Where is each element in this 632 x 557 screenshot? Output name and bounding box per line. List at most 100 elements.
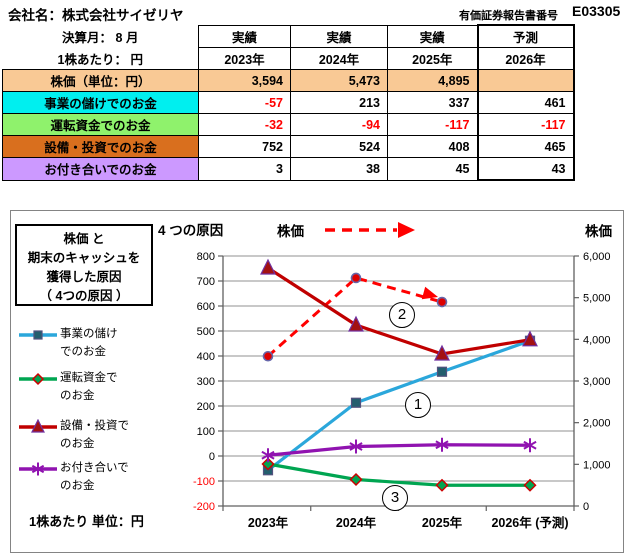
cell-value: -94: [290, 113, 388, 136]
svg-text:100: 100: [197, 426, 215, 438]
cell-value: 465: [476, 135, 575, 158]
legend-item-working-capital: 運転資金で のお金: [19, 369, 184, 405]
year-header: 2024年: [290, 47, 388, 70]
cell-value: 461: [476, 91, 575, 114]
svg-text:0: 0: [583, 501, 589, 513]
svg-text:-100: -100: [193, 476, 215, 488]
row-label: 株価（単位：円）: [2, 69, 199, 92]
stock-price-legend-label: 株価: [277, 224, 304, 239]
chart-title: 4 つの原因: [158, 223, 224, 238]
svg-text:2024年: 2024年: [336, 515, 377, 530]
circled-annotation-3: 3: [382, 485, 408, 511]
legend-label: でのお金: [60, 346, 106, 358]
securities-report-number: E03305: [572, 3, 621, 19]
cell-value: 3,594: [198, 69, 291, 92]
legend-label: 設備・投資で: [60, 420, 129, 432]
securities-report-label: 有価証券報告書番号: [459, 10, 558, 22]
legend-swatch-line-asterisk-icon: [19, 462, 57, 476]
cell-value: 4,895: [387, 69, 478, 92]
table-row-working-capital: 運転資金でのお金 -32 -94 -117 -117: [2, 113, 575, 136]
row-label: 事業の儲けでのお金: [2, 91, 199, 114]
svg-text:600: 600: [197, 301, 215, 313]
svg-text:3,000: 3,000: [583, 376, 611, 388]
cell-value: 5,473: [290, 69, 388, 92]
svg-text:500: 500: [197, 326, 215, 338]
svg-text:6,000: 6,000: [583, 251, 611, 263]
svg-text:-200: -200: [193, 501, 215, 513]
cell-value: 408: [387, 135, 478, 158]
circled-annotation-1: 1: [405, 392, 431, 418]
legend-label: のお金: [60, 438, 95, 450]
row-label: お付き合いでのお金: [2, 157, 199, 181]
col-header-forecast: 予測: [476, 24, 575, 48]
title-box-line: （ 4つの原因 ）: [39, 289, 129, 303]
year-header: 2023年: [198, 47, 291, 70]
col-header: 実績: [387, 24, 478, 48]
cell-value: -117: [476, 113, 575, 136]
chart-panel: 800 700 600 500 400 300 200 100 0 -100 -200 6,000 5,…: [10, 210, 624, 553]
fiscal-month-label: 決算月： 8 月: [2, 25, 199, 48]
legend-swatch-line-triangle-icon: [19, 419, 57, 433]
cell-value: -32: [198, 113, 291, 136]
legend-swatch-line-diamond-icon: [19, 372, 57, 386]
line-chart: 800 700 600 500 400 300 200 100 0 -100 -200 6,000 5,…: [193, 222, 611, 530]
svg-text:200: 200: [197, 401, 215, 413]
svg-text:5,000: 5,000: [583, 293, 611, 305]
cell-value: 43: [476, 157, 575, 181]
cell-value: 752: [198, 135, 291, 158]
stock-price-legend-arrowhead: [398, 222, 415, 238]
right-axis-title: 株価: [585, 224, 612, 239]
cell-value: 337: [387, 91, 478, 114]
chart-description-box: 株価 と 期末のキャッシュを 獲得した原因 （ 4つの原因 ）: [15, 224, 153, 306]
svg-text:800: 800: [197, 251, 215, 263]
title-box-line: 獲得した原因: [46, 270, 122, 284]
col-header: 実績: [198, 24, 291, 48]
table-row-financing-cash: お付き合いでのお金 3 38 45 43: [2, 157, 575, 181]
legend-label: 事業の儲け: [60, 328, 118, 340]
circled-annotation-2: 2: [389, 302, 415, 328]
stock-point-arrowhead: [421, 286, 438, 300]
legend-label: 運転資金で: [60, 372, 118, 384]
svg-text:2023年: 2023年: [248, 515, 289, 530]
row-label: 運転資金でのお金: [2, 113, 199, 136]
svg-text:1,000: 1,000: [583, 459, 611, 471]
col-header: 実績: [290, 24, 388, 48]
table-row-investment-cash: 設備・投資でのお金 752 524 408 465: [2, 135, 575, 158]
cell-value: -57: [198, 91, 291, 114]
company-name: 会社名：株式会社サイゼリヤ: [8, 8, 184, 23]
legend-item-investment: 設備・投資で のお金: [19, 417, 184, 453]
table-row-operating-cash: 事業の儲けでのお金 -57 213 337 461: [2, 91, 575, 114]
table-row-header-1: 決算月： 8 月 実績 実績 実績 予測: [2, 24, 575, 48]
cell-value: 38: [290, 157, 388, 181]
svg-text:700: 700: [197, 276, 215, 288]
table-row-header-2: 1株あたり： 円 2023年 2024年 2025年 2026年: [2, 47, 575, 70]
row-label: 設備・投資でのお金: [2, 135, 199, 158]
svg-text:0: 0: [209, 451, 215, 463]
financial-table: 決算月： 8 月 実績 実績 実績 予測 1株あたり： 円 2023年 2024…: [2, 24, 575, 181]
svg-text:2,000: 2,000: [583, 418, 611, 430]
legend-swatch-line-square-icon: [19, 330, 57, 340]
legend-label: のお金: [60, 480, 95, 492]
cell-value: [476, 69, 575, 92]
svg-text:300: 300: [197, 376, 215, 388]
title-box-line: 株価 と: [63, 232, 105, 246]
svg-text:400: 400: [197, 351, 215, 363]
title-box-line: 期末のキャッシュを: [27, 251, 141, 265]
cell-value: 45: [387, 157, 478, 181]
per-share-unit-note: 1株あたり 単位：円: [29, 514, 144, 529]
table-row-stock-price: 株価（単位：円） 3,594 5,473 4,895: [2, 69, 575, 92]
svg-text:2025年: 2025年: [422, 515, 463, 530]
cell-value: 213: [290, 91, 388, 114]
svg-text:2026年 (予測): 2026年 (予測): [491, 515, 568, 530]
year-header: 2025年: [387, 47, 478, 70]
year-header-forecast: 2026年: [476, 47, 575, 70]
legend-label: お付き合いで: [60, 462, 129, 474]
legend-item-financing: お付き合いで のお金: [19, 459, 184, 495]
cell-value: 524: [290, 135, 388, 158]
svg-text:4,000: 4,000: [583, 334, 611, 346]
legend-label: のお金: [60, 390, 95, 402]
cell-value: -117: [387, 113, 478, 136]
per-share-label: 1株あたり： 円: [2, 47, 199, 70]
cell-value: 3: [198, 157, 291, 181]
legend-item-business-cash: 事業の儲け でのお金: [19, 325, 184, 361]
